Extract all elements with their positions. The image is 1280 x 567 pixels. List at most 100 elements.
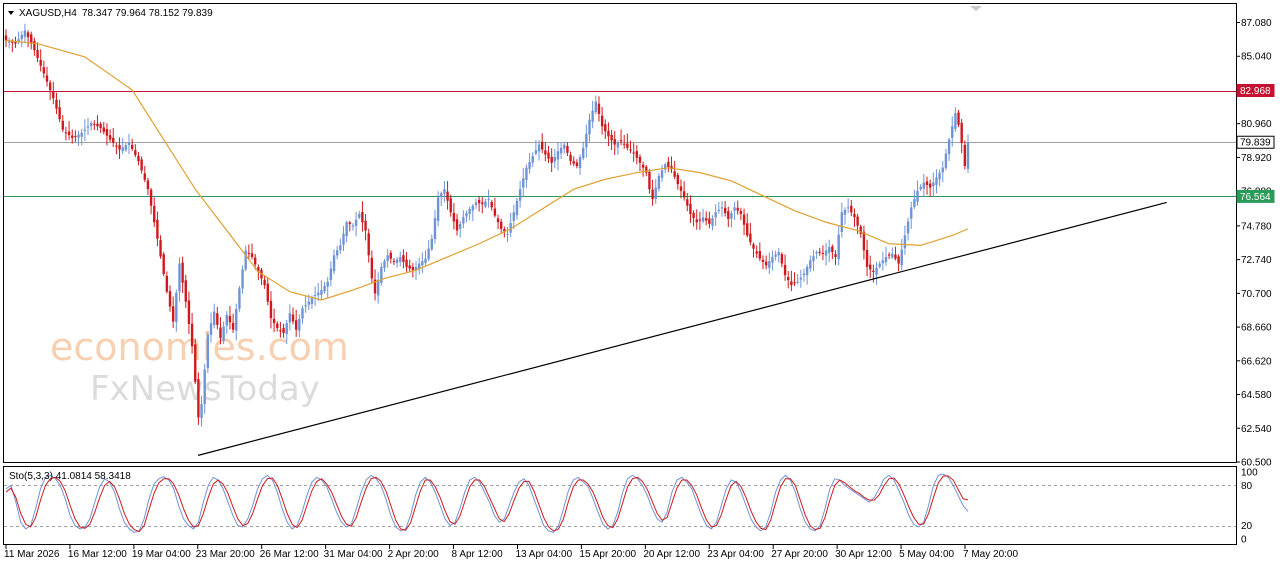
candle [506, 227, 509, 243]
candle-body [449, 198, 452, 213]
candle [99, 121, 102, 133]
candle-body [635, 151, 639, 158]
candle [805, 264, 809, 285]
candle [153, 197, 156, 227]
candle [897, 254, 900, 272]
candle [168, 285, 172, 312]
candle [279, 321, 282, 338]
candle-body [692, 212, 695, 219]
candle-body [695, 219, 698, 223]
candle-body [809, 260, 812, 269]
stochastic-panel-frame [3, 466, 1237, 545]
candle [190, 313, 194, 354]
candle [869, 255, 872, 279]
candle [887, 252, 891, 259]
candle-body [645, 166, 648, 173]
candle-body [77, 134, 80, 138]
candle [610, 129, 613, 151]
candle [941, 161, 944, 183]
candle-body [421, 261, 424, 266]
candle [225, 311, 228, 334]
candle-body [834, 254, 837, 257]
chart-shift-marker-icon[interactable] [970, 6, 982, 11]
candle-body [285, 323, 288, 335]
candle-body [266, 283, 269, 302]
candle-body [673, 171, 676, 177]
price-tick-label: 87.080 [1241, 18, 1272, 29]
candle [884, 246, 888, 266]
candle [947, 137, 951, 162]
candle-body [313, 295, 317, 297]
candle [149, 187, 153, 215]
candle-body [462, 217, 465, 224]
candle-body [440, 193, 443, 198]
candle-body [714, 212, 717, 218]
candle [320, 280, 323, 300]
candle-body [780, 254, 784, 264]
candle [641, 161, 645, 177]
candle [235, 303, 238, 341]
candle-body [238, 288, 241, 309]
candle-body [39, 59, 42, 66]
collapse-arrow-icon[interactable] [8, 11, 14, 15]
candle-body [544, 150, 547, 155]
candle-body [48, 82, 52, 90]
candle [294, 309, 298, 337]
candle-body [323, 285, 326, 292]
candle [367, 228, 370, 263]
candle [219, 317, 222, 345]
candle [405, 251, 408, 272]
candle-body [682, 191, 686, 198]
candle [679, 179, 683, 199]
candle-body [380, 266, 383, 283]
candle [458, 220, 462, 238]
candle-body [821, 252, 825, 254]
candle-body [689, 203, 692, 214]
candle-body [758, 251, 762, 259]
candle [212, 303, 216, 329]
candle-body [231, 322, 235, 330]
candle-body [392, 261, 396, 263]
candle [250, 243, 254, 260]
candle [626, 133, 629, 151]
candle-body [301, 308, 304, 319]
candle [783, 254, 787, 281]
candle-body [774, 254, 777, 257]
candle [919, 184, 922, 192]
candle-body [600, 115, 604, 127]
candle [932, 172, 935, 197]
candle-body [399, 256, 402, 262]
candle-body [433, 218, 437, 240]
time-tick-label: 20 Apr 12:00 [643, 549, 700, 560]
candle-body [269, 300, 273, 319]
candle [960, 118, 963, 154]
level-badge-label: 82.968 [1240, 86, 1271, 97]
candle [181, 256, 184, 294]
candle [623, 134, 626, 149]
candle-body [777, 252, 780, 256]
candle-body [247, 252, 251, 254]
candle-body [304, 304, 307, 307]
candle [373, 269, 377, 301]
candle [241, 265, 244, 294]
candle [537, 140, 541, 161]
candle-body [317, 292, 320, 296]
candle-body [843, 209, 847, 215]
candle [61, 115, 64, 133]
candle [676, 172, 680, 190]
candle [329, 261, 333, 287]
candle [499, 218, 503, 233]
candle [604, 119, 607, 139]
candle-body [86, 126, 90, 128]
candle [23, 23, 27, 43]
candle [178, 257, 181, 302]
candle [509, 212, 512, 238]
candle-body [134, 150, 137, 156]
candle [430, 234, 434, 251]
candle [922, 173, 926, 198]
candle [4, 29, 8, 48]
candle [481, 197, 484, 214]
candle [187, 291, 191, 334]
candle [52, 81, 55, 105]
